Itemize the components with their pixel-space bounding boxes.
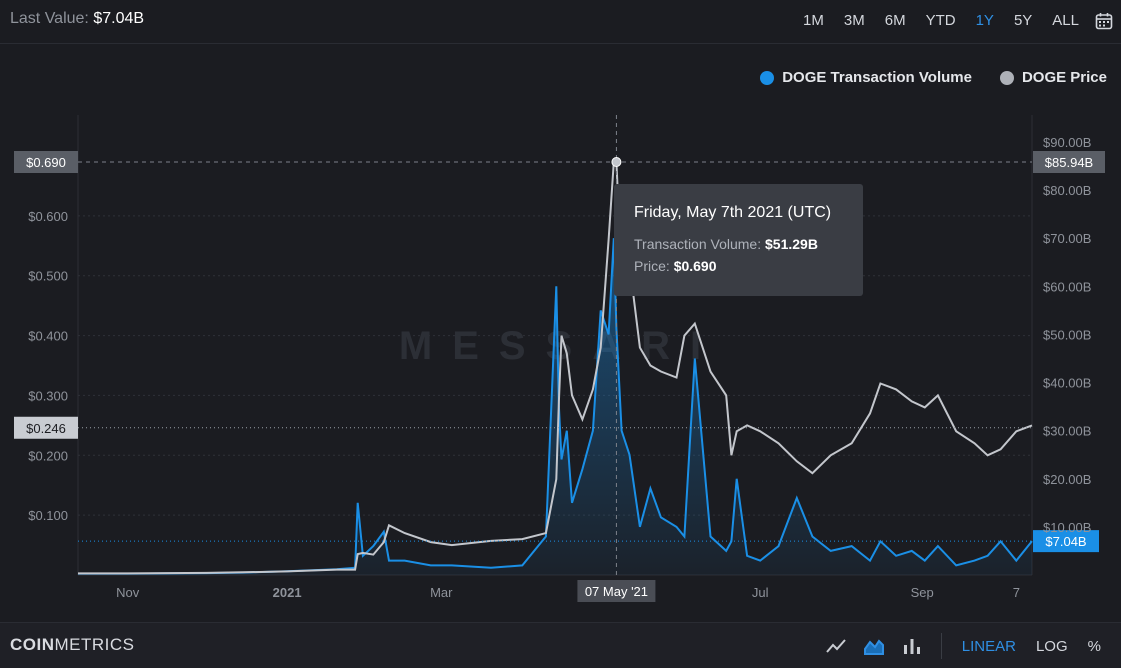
bar-chart-icon[interactable]	[901, 635, 923, 657]
tooltip-volume-value: $51.29B	[765, 236, 818, 252]
tooltip-volume-label: Transaction Volume:	[634, 236, 762, 252]
left-tick-label: $0.600	[28, 209, 68, 224]
tooltip-price-row: Price: $0.690	[634, 258, 843, 274]
price-current-marker-bg	[14, 416, 78, 439]
right-tick-label: $50.00B	[1043, 327, 1091, 342]
bottom-bar: COINMETRICS LINEAR LOG %	[0, 622, 1121, 668]
tooltip-price-label: Price:	[634, 258, 670, 274]
range-1m-button[interactable]: 1M	[803, 12, 824, 29]
x-tick-label: Sep	[911, 585, 934, 600]
right-tick-label: $80.00B	[1043, 183, 1091, 198]
right-tick-label: $10.00B	[1043, 520, 1091, 535]
right-tick-label: $40.00B	[1043, 376, 1091, 391]
tooltip-price-value: $0.690	[673, 258, 717, 274]
coinmetrics-logo: COINMETRICS	[10, 635, 135, 654]
range-all-button[interactable]: ALL	[1052, 12, 1079, 29]
legend-price-label: DOGE Price	[1021, 69, 1107, 86]
last-value-amount: $7.04B	[93, 10, 145, 27]
legend-item-volume[interactable]: DOGE Transaction Volume	[760, 69, 972, 86]
volume-high-marker: $85.94B	[1045, 155, 1093, 170]
range-1y-button[interactable]: 1Y	[975, 12, 994, 29]
line-chart-icon[interactable]	[825, 635, 847, 657]
volume-current-marker: $7.04B	[1045, 534, 1086, 549]
top-bar: Last Value: $7.04B 1M 3M 6M YTD 1Y 5Y AL…	[0, 0, 1121, 44]
right-tick-label: $30.00B	[1043, 424, 1091, 439]
right-tick-label: $60.00B	[1043, 279, 1091, 294]
price-high-marker: $0.690	[26, 155, 66, 170]
scale-percent-button[interactable]: %	[1087, 637, 1101, 655]
left-tick-label: $0.300	[28, 388, 68, 403]
range-5y-button[interactable]: 5Y	[1013, 12, 1033, 29]
crosshair-date-marker: 07 May '21	[585, 584, 648, 599]
legend-price-swatch	[999, 70, 1014, 85]
last-value: Last Value: $7.04B	[10, 10, 144, 28]
price-high-marker-bg	[14, 151, 78, 173]
x-tick-label: Nov	[116, 585, 140, 600]
chart-tooltip: Friday, May 7th 2021 (UTC) Transaction V…	[614, 184, 863, 296]
price-current-marker: $0.246	[26, 421, 66, 436]
x-tick-label: 7	[1013, 585, 1020, 600]
range-6m-button[interactable]: 6M	[884, 12, 906, 29]
volume-high-marker-bg	[1033, 151, 1105, 173]
right-tick-label: $20.00B	[1043, 472, 1091, 487]
range-ytd-button[interactable]: YTD	[925, 12, 956, 29]
chart-area[interactable]: MESSARI $0.690 $0.246 $85.94B $7.04B 07 May …	[0, 100, 1121, 605]
price-peak-point	[611, 157, 622, 167]
x-tick-label: Mar	[430, 585, 453, 600]
range-selector: 1M 3M 6M YTD 1Y 5Y ALL	[793, 8, 1113, 33]
tooltip-title: Friday, May 7th 2021 (UTC)	[634, 204, 832, 221]
legend-item-price[interactable]: DOGE Price	[999, 69, 1107, 86]
crosshair-date-marker-bg	[577, 580, 656, 602]
left-tick-label: $0.100	[28, 508, 68, 523]
left-tick-label: $0.400	[28, 329, 68, 344]
chart-controls: LINEAR LOG %	[817, 633, 1111, 659]
legend-volume-swatch	[760, 70, 775, 85]
scale-log-button[interactable]: LOG	[1035, 637, 1068, 655]
volume-series-line	[78, 238, 1033, 575]
x-tick-label: Jul	[752, 585, 769, 600]
tooltip-volume-row: Transaction Volume: $51.29B	[634, 236, 843, 252]
volume-current-marker-bg	[1033, 530, 1099, 553]
volume-series-area	[78, 238, 1032, 575]
chart-legend: DOGE Transaction Volume DOGE Price	[760, 69, 1107, 86]
right-tick-label: $90.00B	[1043, 135, 1091, 150]
area-chart-icon[interactable]	[863, 635, 885, 657]
last-value-label: Last Value:	[10, 10, 89, 27]
range-3m-button[interactable]: 3M	[843, 12, 865, 29]
right-tick-label: $70.00B	[1043, 231, 1091, 246]
scale-linear-button[interactable]: LINEAR	[961, 637, 1016, 655]
divider	[940, 633, 942, 659]
legend-volume-label: DOGE Transaction Volume	[782, 69, 972, 86]
watermark: MESSARI	[399, 324, 721, 368]
left-tick-label: $0.200	[28, 448, 68, 463]
left-tick-label: $0.500	[28, 269, 68, 284]
calendar-icon[interactable]	[1095, 12, 1113, 30]
x-tick-label: 2021	[273, 585, 302, 600]
